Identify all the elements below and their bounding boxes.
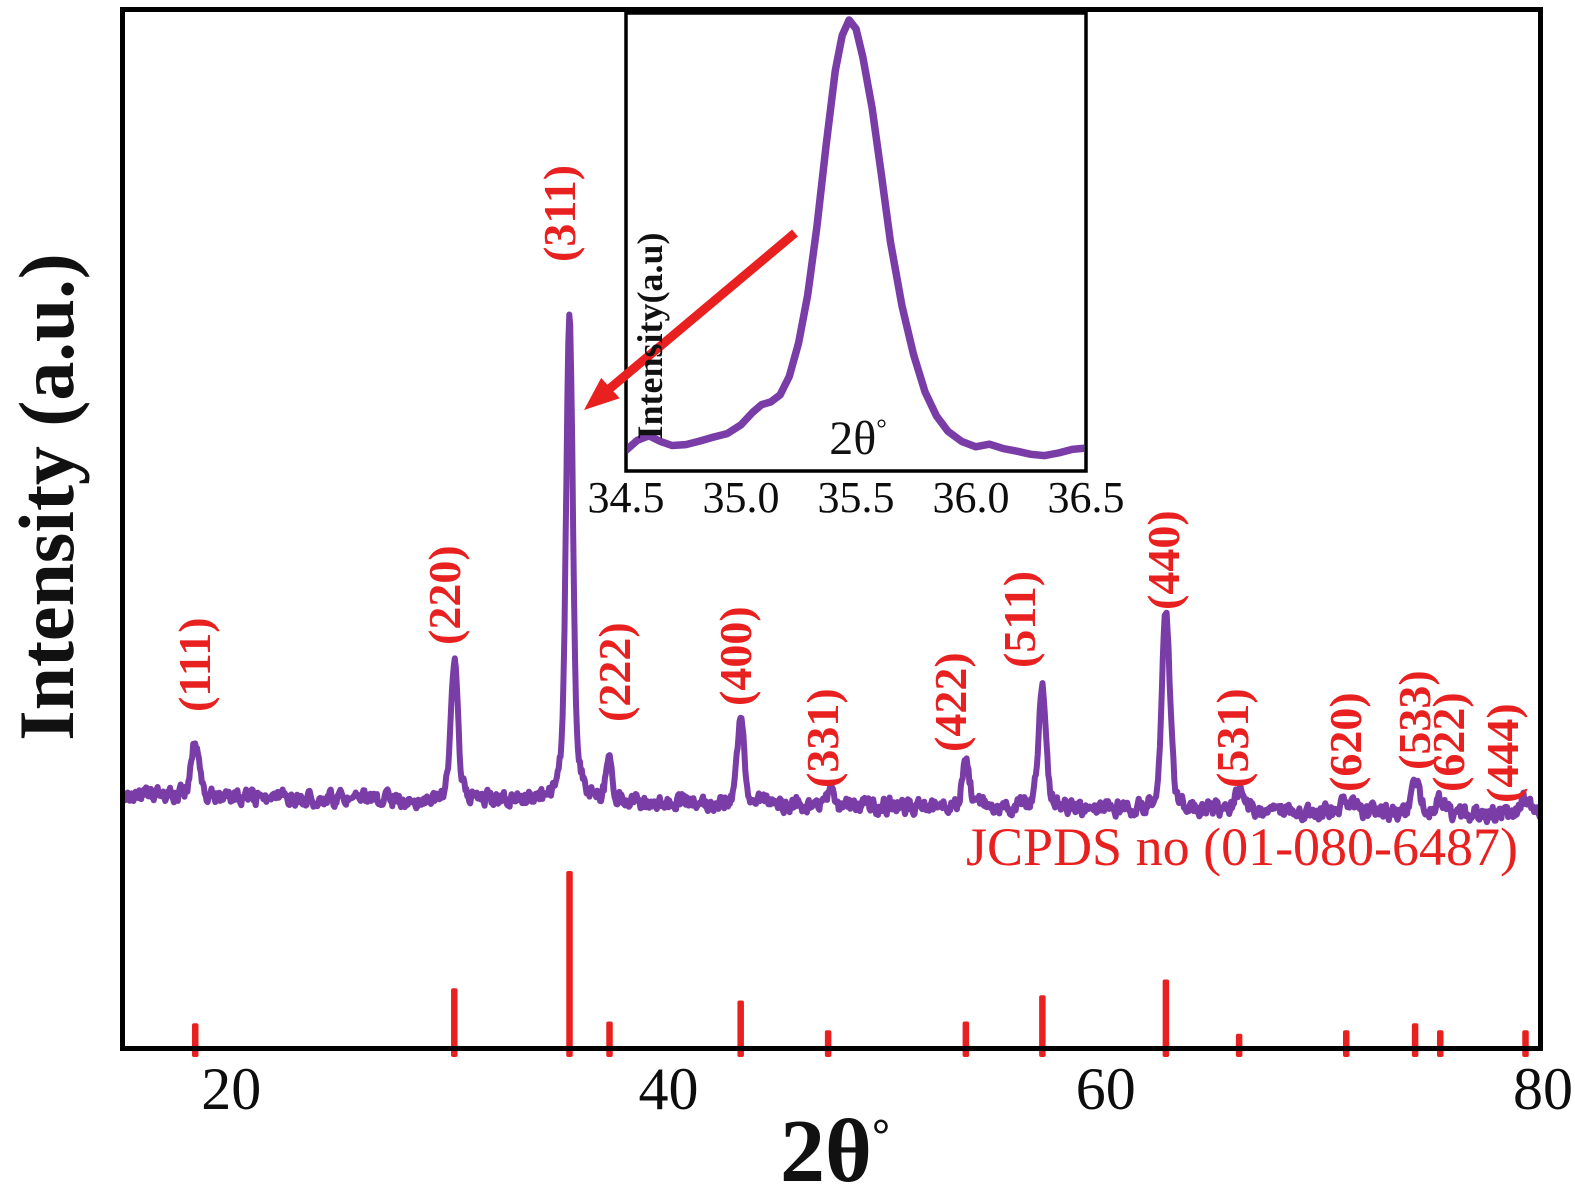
- peak-label-311: (311): [533, 164, 585, 262]
- reference-stick-440: [1162, 979, 1170, 1057]
- reference-stick-331: [824, 1030, 832, 1057]
- x-tick-label-60: 60: [1075, 1056, 1136, 1122]
- inset-degree-symbol: °: [876, 413, 887, 443]
- reference-stick-622: [1437, 1030, 1444, 1057]
- x-axis-title-text: 2θ: [780, 1102, 872, 1199]
- peak-label-400: (400): [709, 606, 761, 706]
- reference-stick-620: [1342, 1030, 1350, 1057]
- inset-background: [624, 11, 1088, 473]
- reference-stick-511: [1039, 995, 1046, 1057]
- jcpds-reference-label: JCPDS no (01-080-6487): [966, 817, 1519, 877]
- x-tick-label-80: 80: [1513, 1056, 1573, 1122]
- x-tick-label-20: 20: [201, 1056, 262, 1122]
- peak-label-444: (444): [1476, 703, 1528, 803]
- peak-label-622: (622): [1423, 692, 1475, 792]
- y-axis-title: Intensity (a.u.): [3, 253, 90, 741]
- reference-stick-533: [1411, 1023, 1419, 1057]
- peak-label-531: (531): [1207, 688, 1259, 788]
- peak-label-331: (331): [797, 688, 849, 788]
- inset-311-peak-curve: [628, 16, 1084, 460]
- inset-x-tick-label-35.5: 35.5: [817, 473, 895, 522]
- degree-symbol: °: [871, 1110, 890, 1160]
- peak-label-422: (422): [924, 652, 976, 752]
- peak-label-620: (620): [1320, 692, 1372, 792]
- reference-stick-422: [962, 1021, 970, 1057]
- inset-y-axis-title: Intensity(a.u): [630, 232, 670, 440]
- reference-stick-222: [606, 1021, 613, 1057]
- peak-label-440: (440): [1137, 510, 1189, 610]
- inset-x-tick-label-35.0: 35.0: [702, 473, 780, 522]
- peak-label-111: (111): [169, 617, 221, 712]
- x-axis-title: 2θ°: [780, 1107, 890, 1197]
- xrd-trace: [123, 311, 1540, 826]
- jcpds-reference-sticks: [191, 871, 1529, 1057]
- reference-stick-400: [737, 1000, 744, 1057]
- inset-pointer-arrow: [584, 229, 798, 410]
- reference-stick-444: [1522, 1030, 1529, 1057]
- inset-x-tick-label-34.5: 34.5: [587, 473, 665, 522]
- peak-label-511: (511): [994, 570, 1046, 668]
- inset-x-tick-label-36.0: 36.0: [932, 473, 1010, 522]
- inset-x-axis-title: 2θ°: [829, 415, 887, 463]
- x-tick-label-40: 40: [638, 1056, 699, 1122]
- inset-x-axis-title-text: 2θ: [829, 412, 877, 465]
- inset-x-tick-label-36.5: 36.5: [1047, 473, 1125, 522]
- reference-stick-311: [566, 871, 573, 1057]
- plot-frame: [120, 7, 1543, 1051]
- reference-stick-531: [1235, 1033, 1243, 1057]
- peak-label-220: (220): [419, 545, 471, 645]
- peak-label-222: (222): [588, 622, 640, 722]
- reference-stick-111: [191, 1023, 199, 1057]
- reference-stick-220: [451, 988, 458, 1057]
